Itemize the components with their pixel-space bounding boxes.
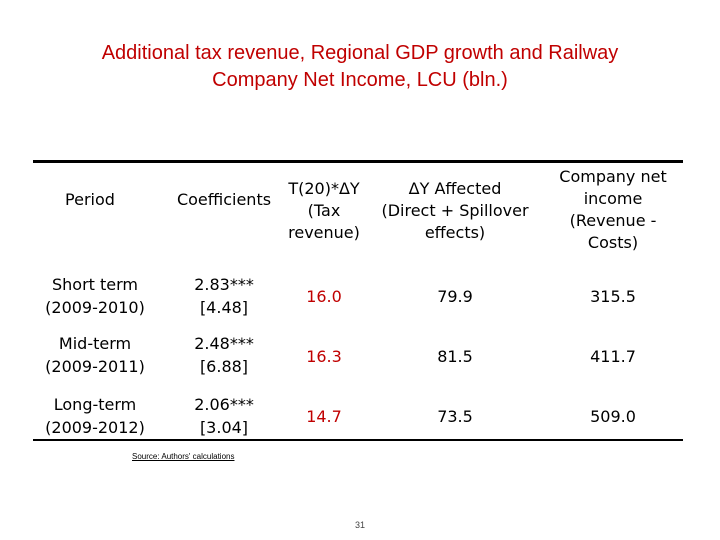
coefficient-value: 2.06*** (194, 395, 254, 414)
table-row-1-coefficient: 2.83*** [4.48] (176, 273, 272, 319)
table-row-2-coefficient: 2.48*** [6.88] (176, 332, 272, 378)
header-tax-revenue-line-3: revenue) (288, 223, 360, 242)
period-range: (2009-2010) (45, 298, 145, 317)
table-row-3-tax-revenue: 14.7 (306, 407, 342, 426)
coefficient-tstat: [3.04] (199, 418, 249, 437)
table-row-1-tax-revenue: 16.0 (306, 287, 342, 306)
header-net-income-line-2: income (583, 189, 643, 208)
table-row-3-net-income: 509.0 (590, 407, 636, 426)
table-row-3-period: Long-term (2009-2012) (30, 393, 160, 439)
period-range: (2009-2012) (45, 418, 145, 437)
header-tax-revenue-line-2: (Tax (307, 201, 341, 220)
period-label: Short term (51, 275, 139, 294)
page-number: 31 (354, 520, 365, 530)
table-row-1-net-income: 315.5 (590, 287, 636, 306)
table-top-rule (33, 160, 683, 163)
header-net-income-line-3: (Revenue - (569, 211, 657, 230)
header-tax-revenue-line-1: T(20)*ΔY (288, 179, 360, 198)
period-label: Mid-term (58, 334, 132, 353)
coefficient-value: 2.83*** (194, 275, 254, 294)
header-period: Period (65, 190, 115, 209)
header-net-income-line-1: Company net (559, 167, 667, 186)
header-delta-y-line-2: (Direct + Spillover (381, 201, 529, 220)
period-label: Long-term (53, 395, 137, 414)
table-row-1-period: Short term (2009-2010) (30, 273, 160, 319)
table-row-3-coefficient: 2.06*** [3.04] (176, 393, 272, 439)
coefficient-value: 2.48*** (194, 334, 254, 353)
header-net-income-line-4: Costs) (587, 233, 639, 252)
slide-title: Additional tax revenue, Regional GDP gro… (0, 40, 720, 94)
coefficient-tstat: [4.48] (199, 298, 249, 317)
table-row-2-period: Mid-term (2009-2011) (30, 332, 160, 378)
header-tax-revenue: T(20)*ΔY (Tax revenue) (276, 178, 372, 244)
header-delta-y: ΔY Affected (Direct + Spillover effects) (370, 178, 540, 244)
slide-title-line-1: Additional tax revenue, Regional GDP gro… (101, 42, 619, 64)
table-row-2-delta-y: 81.5 (437, 347, 473, 366)
source-note: Source: Authors' calculations (132, 452, 235, 461)
table-row-2-tax-revenue: 16.3 (306, 347, 342, 366)
header-coefficients: Coefficients (176, 190, 272, 209)
table-row-3-delta-y: 73.5 (437, 407, 473, 426)
header-net-income: Company net income (Revenue - Costs) (548, 166, 678, 254)
table-bottom-rule (33, 439, 683, 441)
coefficient-tstat: [6.88] (199, 357, 249, 376)
header-delta-y-line-1: ΔY Affected (408, 179, 502, 198)
table-row-1-delta-y: 79.9 (437, 287, 473, 306)
slide-title-line-2: Company Net Income, LCU (bln.) (212, 69, 508, 91)
table-row-2-net-income: 411.7 (590, 347, 636, 366)
period-range: (2009-2011) (45, 357, 145, 376)
header-delta-y-line-3: effects) (424, 223, 486, 242)
